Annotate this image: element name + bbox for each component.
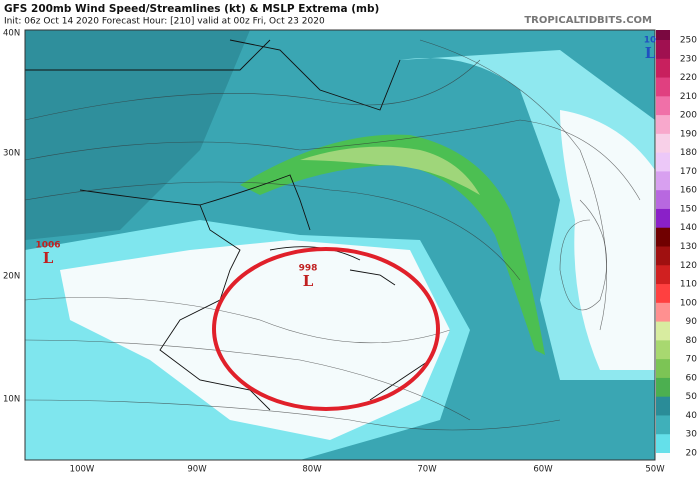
streamlines: [25, 39, 641, 431]
low-symbol: L: [303, 272, 314, 290]
colorbar-segment: [656, 284, 670, 304]
colorbar-segment: [656, 453, 670, 460]
colorbar-label: 230: [680, 54, 697, 64]
lon-label: 90W: [187, 465, 207, 475]
colorbar-label: 20: [686, 449, 698, 459]
speed-shading: [25, 30, 250, 240]
lon-label: 100W: [70, 465, 95, 475]
colorbar-segment: [656, 415, 670, 435]
colorbar-segment: [656, 40, 670, 60]
colorbar-label: 100: [680, 298, 697, 308]
colorbar-segment: [656, 190, 670, 210]
colorbar-label: 250: [680, 36, 697, 46]
light-wind-area: [60, 240, 450, 440]
colorbar-label: 40: [686, 411, 698, 421]
colorbar-segment: [656, 302, 670, 323]
colorbar: 250 230 220 210 200 190 180 170 160 150 140 130 120 1…: [656, 30, 697, 460]
colorbar-segment: [656, 340, 670, 360]
map-title: GFS 200mb Wind Speed/Streamlines (kt) & …: [4, 3, 379, 15]
jet-core: [300, 146, 480, 195]
low-symbol: L: [645, 44, 656, 62]
colorbar-label: 60: [686, 373, 698, 383]
colorbar-label: 160: [680, 186, 697, 196]
highlight-circle: [212, 247, 440, 411]
lat-label: 20N: [3, 272, 20, 282]
colorbar-segment: [656, 246, 670, 266]
lon-label: 60W: [533, 465, 553, 475]
colorbar-segment: [656, 208, 670, 229]
colorbar-label: 110: [680, 280, 697, 290]
source: TROPICALTIDBITS.COM: [524, 15, 652, 26]
light-wind-area: [560, 110, 655, 370]
lat-label: 40N: [3, 29, 20, 39]
pressure-value: 10: [644, 36, 657, 46]
colorbar-label: 50: [686, 392, 698, 402]
map-area: [25, 30, 655, 460]
colorbar-label: 150: [680, 204, 697, 214]
colorbar-segment: [656, 152, 670, 172]
colorbar-segment: [656, 265, 670, 285]
colorbar-segment: [656, 377, 670, 398]
pressure-value: 998: [299, 264, 318, 274]
colorbar-label: 30: [686, 430, 698, 440]
colorbar-label: 220: [680, 73, 697, 83]
colorbar-label: 80: [686, 336, 698, 346]
pressure-value: 1006: [35, 241, 60, 251]
colorbar-segment: [656, 58, 670, 79]
colorbar-label: 170: [680, 167, 697, 177]
colorbar-segment: [656, 227, 670, 247]
colorbar-segment: [656, 171, 670, 191]
colorbar-label: 140: [680, 223, 697, 233]
low-symbol: L: [43, 249, 54, 267]
colorbar-segment: [656, 30, 670, 40]
colorbar-segment: [656, 434, 670, 454]
colorbar-segment: [656, 77, 670, 97]
colorbar-label: 200: [680, 111, 697, 121]
colorbar-segment: [656, 396, 670, 416]
lat-label: 30N: [3, 149, 20, 159]
lon-label: 50W: [645, 465, 665, 475]
colorbar-segment: [656, 96, 670, 116]
colorbar-label: 190: [680, 129, 697, 139]
lat-label: 10N: [3, 395, 20, 405]
colorbar-label: 210: [680, 92, 697, 102]
coastline: [25, 39, 401, 411]
colorbar-label: 130: [680, 242, 697, 252]
colorbar-segment: [656, 115, 670, 135]
colorbar-segment: [656, 359, 670, 379]
map-subtitle: Init: 06z Oct 14 2020 Forecast Hour: [21…: [4, 17, 325, 27]
colorbar-label: 120: [680, 261, 697, 271]
colorbar-segment: [656, 133, 670, 154]
jet-stream: [240, 134, 545, 355]
colorbar-label: 90: [686, 317, 698, 327]
colorbar-label: 180: [680, 148, 697, 158]
map-frame: [24, 29, 656, 461]
lon-label: 70W: [417, 465, 437, 475]
lon-label: 80W: [302, 465, 322, 475]
colorbar-segment: [656, 321, 670, 341]
colorbar-label: 70: [686, 355, 698, 365]
